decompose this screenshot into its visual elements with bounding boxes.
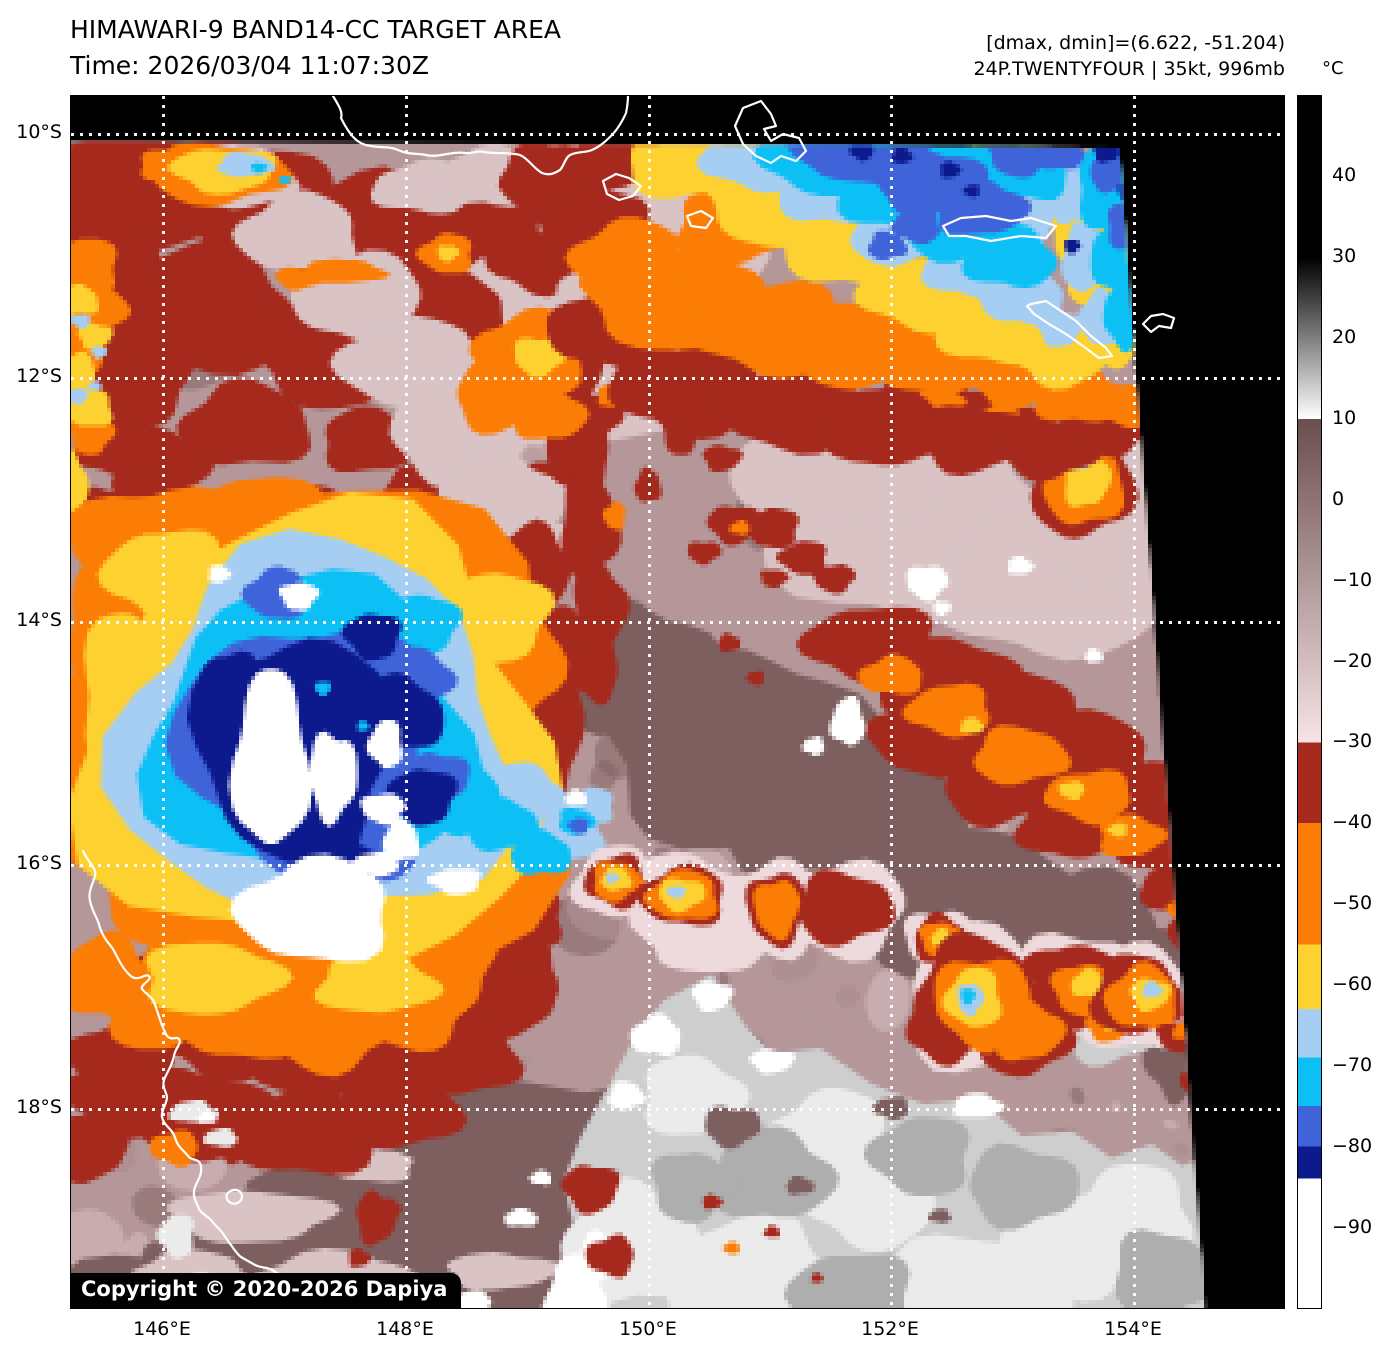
title-block: HIMAWARI-9 BAND14-CC TARGET AREA Time: 2… xyxy=(70,12,561,84)
colorbar-tick-label: −20 xyxy=(1332,649,1373,672)
colorbar-tick-label: −70 xyxy=(1332,1054,1373,1077)
colorbar-tick-label: 20 xyxy=(1332,325,1357,348)
lat-tick-label: 12°S xyxy=(16,365,62,387)
colorbar-tick-label: −30 xyxy=(1332,730,1373,753)
colorbar-tick-label: 0 xyxy=(1332,487,1345,510)
colorbar-tick-label: −50 xyxy=(1332,892,1373,915)
page-title: HIMAWARI-9 BAND14-CC TARGET AREA xyxy=(70,15,562,44)
colorbar-tick-label: −90 xyxy=(1332,1216,1373,1239)
lat-tick-label: 14°S xyxy=(16,609,62,631)
gridline-horizontal xyxy=(71,377,1284,380)
gridline-vertical xyxy=(890,96,893,1308)
lat-tick-label: 10°S xyxy=(16,121,62,143)
lat-tick-label: 16°S xyxy=(16,852,62,874)
satellite-imagery-canvas xyxy=(71,96,1284,1308)
storm-info: 24P.TWENTYFOUR | 35kt, 996mb xyxy=(973,58,1285,80)
lon-tick-label: 152°E xyxy=(861,1318,919,1340)
gridline-horizontal xyxy=(71,864,1284,867)
lon-tick-label: 154°E xyxy=(1104,1318,1162,1340)
gridline-horizontal xyxy=(71,621,1284,624)
gridline-horizontal xyxy=(71,1108,1284,1111)
lon-tick-label: 146°E xyxy=(133,1318,191,1340)
gridline-vertical xyxy=(648,96,651,1308)
colorbar-tick-label: −10 xyxy=(1332,568,1373,591)
lon-tick-label: 148°E xyxy=(376,1318,434,1340)
colorbar-tick-label: −60 xyxy=(1332,973,1373,996)
colorbar-unit-label: °C xyxy=(1322,58,1344,79)
dmax-dmin-readout: [dmax, dmin]=(6.622, -51.204) xyxy=(986,32,1285,54)
temperature-colorbar xyxy=(1297,95,1322,1309)
copyright-badge: Copyright © 2020-2026 Dapiya xyxy=(71,1273,462,1308)
gridline-horizontal xyxy=(71,133,1284,136)
colorbar-tick-label: −80 xyxy=(1332,1135,1373,1158)
gridline-vertical xyxy=(405,96,408,1308)
timestamp: Time: 2026/03/04 11:07:30Z xyxy=(70,51,429,80)
lon-tick-label: 150°E xyxy=(619,1318,677,1340)
lat-tick-label: 18°S xyxy=(16,1096,62,1118)
gridline-vertical xyxy=(1133,96,1136,1308)
colorbar-tick-label: 30 xyxy=(1332,244,1357,267)
map-plot-area: Copyright © 2020-2026 Dapiya xyxy=(70,95,1285,1309)
colorbar-tick-label: 10 xyxy=(1332,406,1357,429)
annotation-block: [dmax, dmin]=(6.622, -51.204) 24P.TWENTY… xyxy=(973,30,1285,82)
gridline-vertical xyxy=(162,96,165,1308)
colorbar-tick-label: −40 xyxy=(1332,811,1373,834)
colorbar-tick-label: 40 xyxy=(1332,163,1357,186)
